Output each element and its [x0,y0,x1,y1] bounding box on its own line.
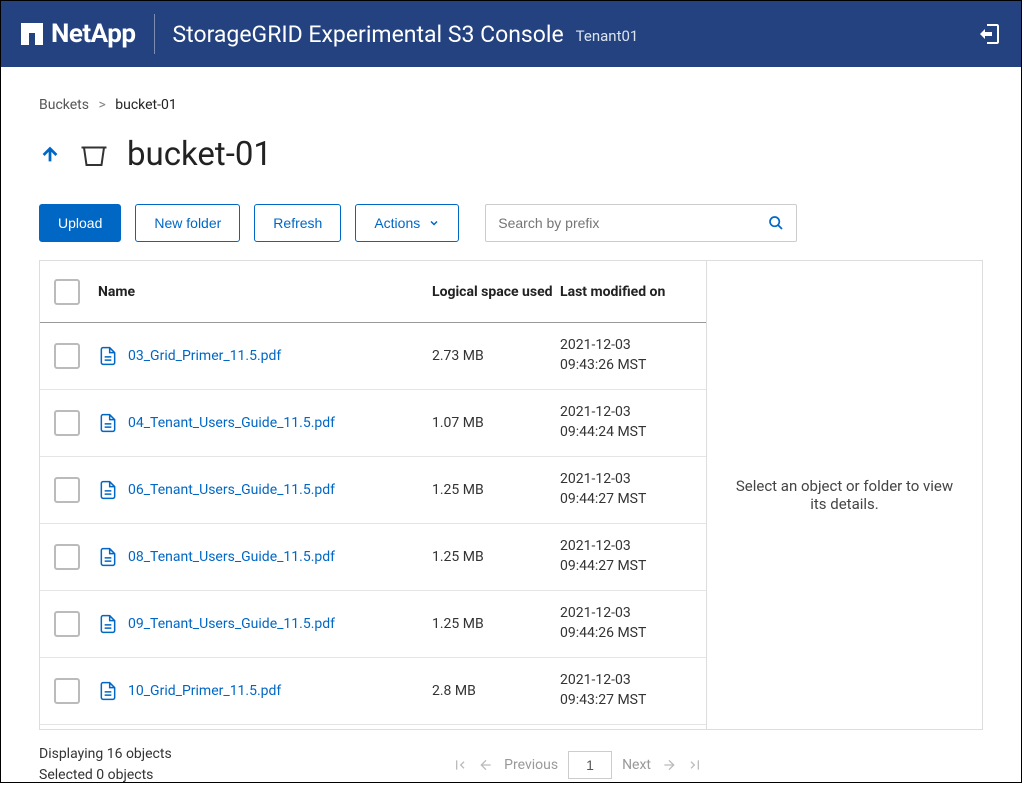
brand-logo: NetApp [21,14,155,54]
bucket-icon [79,140,109,170]
table-row[interactable]: 04_Tenant_Users_Guide_11.5.pdf 1.07 MB202… [40,390,706,457]
toolbar: Upload New folder Refresh Actions [39,204,983,242]
file-modified: 2021-12-0309:44:26 MST [560,604,706,643]
next-label[interactable]: Next [622,757,651,773]
file-icon [98,346,118,366]
table-row[interactable]: 03_Grid_Primer_11.5.pdf 2.73 MB2021-12-03… [40,323,706,390]
file-modified: 2021-12-0309:44:27 MST [560,470,706,509]
file-modified: 2021-12-0309:43:26 MST [560,336,706,375]
pagination: Previous Next [452,751,703,779]
up-arrow-icon[interactable] [39,144,61,166]
row-checkbox[interactable] [54,410,80,436]
file-link[interactable]: 03_Grid_Primer_11.5.pdf [128,348,281,364]
actions-button[interactable]: Actions [355,204,459,242]
select-all-checkbox[interactable] [54,279,80,305]
column-modified[interactable]: Last modified on [560,284,706,300]
row-checkbox[interactable] [54,678,80,704]
file-modified: 2021-12-0309:43:27 MST [560,671,706,710]
footer-status: Displaying 16 objects Selected 0 objects [39,744,172,786]
prev-arrow-icon[interactable] [478,757,494,773]
main-content: Buckets > bucket-01 bucket-01 Upload New… [1,67,1021,800]
search-box [485,204,797,242]
search-icon[interactable] [768,215,784,231]
breadcrumb-current: bucket-01 [115,97,176,113]
new-folder-button[interactable]: New folder [135,204,240,242]
previous-label[interactable]: Previous [504,757,558,773]
app-title: StorageGRID Experimental S3 Console [173,21,564,48]
app-header: NetApp StorageGRID Experimental S3 Conso… [1,1,1021,67]
main-area: Name Logical space used Last modified on… [39,260,983,730]
file-link[interactable]: 08_Tenant_Users_Guide_11.5.pdf [128,549,335,565]
details-empty-text: Select an object or folder to view its d… [727,477,962,513]
last-page-icon[interactable] [687,757,703,773]
file-size: 1.25 MB [432,482,560,498]
file-size: 2.73 MB [432,348,560,364]
details-panel: Select an object or folder to view its d… [707,260,983,730]
brand-name: NetApp [51,19,136,49]
upload-button[interactable]: Upload [39,204,121,242]
table-row[interactable]: 10_Grid_Primer_11.5.pdf 2.8 MB2021-12-030… [40,658,706,725]
breadcrumb-root[interactable]: Buckets [39,97,89,113]
column-size[interactable]: Logical space used [432,284,560,300]
table-scroll[interactable]: Name Logical space used Last modified on… [40,261,706,729]
file-modified: 2021-12-0309:44:24 MST [560,403,706,442]
next-arrow-icon[interactable] [661,757,677,773]
page-title-row: bucket-01 [39,135,983,174]
actions-label: Actions [374,215,420,231]
file-size: 2.8 MB [432,683,560,699]
table-row[interactable]: 09_Tenant_Users_Guide_11.5.pdf 1.25 MB202… [40,591,706,658]
file-size: 1.07 MB [432,415,560,431]
row-checkbox[interactable] [54,544,80,570]
tenant-name: Tenant01 [576,27,639,45]
file-size: 1.25 MB [432,616,560,632]
first-page-icon[interactable] [452,757,468,773]
footer: Displaying 16 objects Selected 0 objects… [39,730,983,800]
file-link[interactable]: 10_Grid_Primer_11.5.pdf [128,683,281,699]
file-icon [98,547,118,567]
object-table: Name Logical space used Last modified on… [39,260,707,730]
chevron-down-icon [428,217,440,229]
file-size: 1.25 MB [432,549,560,565]
table-row[interactable]: 06_Tenant_Users_Guide_11.5.pdf 1.25 MB202… [40,457,706,524]
file-link[interactable]: 06_Tenant_Users_Guide_11.5.pdf [128,482,335,498]
table-header: Name Logical space used Last modified on [40,261,706,323]
file-link[interactable]: 09_Tenant_Users_Guide_11.5.pdf [128,616,335,632]
row-checkbox[interactable] [54,343,80,369]
row-checkbox[interactable] [54,611,80,637]
file-link[interactable]: 04_Tenant_Users_Guide_11.5.pdf [128,415,335,431]
search-input[interactable] [498,215,768,231]
file-icon [98,480,118,500]
refresh-button[interactable]: Refresh [254,204,341,242]
row-checkbox[interactable] [54,477,80,503]
file-icon [98,413,118,433]
file-modified: 2021-12-0309:44:27 MST [560,537,706,576]
breadcrumb: Buckets > bucket-01 [39,97,983,113]
page-input[interactable] [568,751,612,779]
column-name[interactable]: Name [98,284,432,300]
page-title: bucket-01 [127,135,272,174]
file-icon [98,681,118,701]
logout-button[interactable] [977,22,1001,46]
table-body: 03_Grid_Primer_11.5.pdf2.73 MB2021-12-03… [40,323,706,725]
netapp-logo-icon [21,23,43,45]
table-row[interactable]: 08_Tenant_Users_Guide_11.5.pdf 1.25 MB202… [40,524,706,591]
breadcrumb-separator: > [98,97,105,113]
file-icon [98,614,118,634]
